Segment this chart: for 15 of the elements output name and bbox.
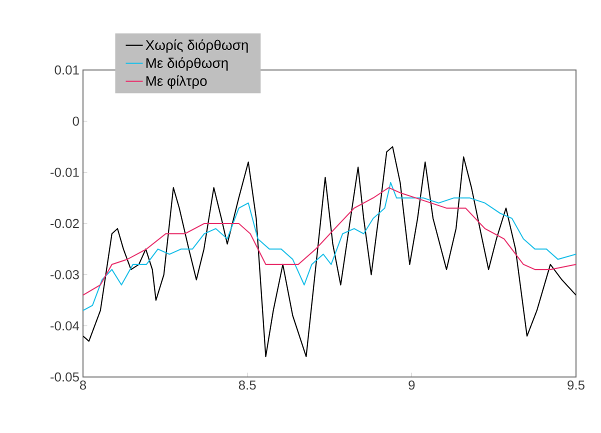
y-tick-label: -0.05	[50, 372, 79, 382]
x-tick-label: 9	[408, 380, 415, 390]
x-tick-label: 9.5	[568, 380, 584, 390]
y-tick-label: -0.03	[50, 270, 79, 280]
y-tick-label: -0.04	[50, 321, 80, 330]
y-tick-label: -0.01	[50, 168, 79, 177]
line-series	[83, 146, 576, 358]
legend-label: Με διόρθωση	[146, 57, 228, 71]
x-tick-label: 8	[80, 380, 86, 390]
legend-label: Χωρίς διόρθωση	[146, 39, 248, 53]
y-tick-label: 0	[72, 116, 79, 126]
y-tick-label: -0.02	[50, 218, 79, 228]
y-tick-label: 0.01	[54, 65, 79, 75]
legend-label: Με φίλτρο	[146, 75, 207, 89]
x-tick-label: 8.5	[238, 380, 256, 390]
